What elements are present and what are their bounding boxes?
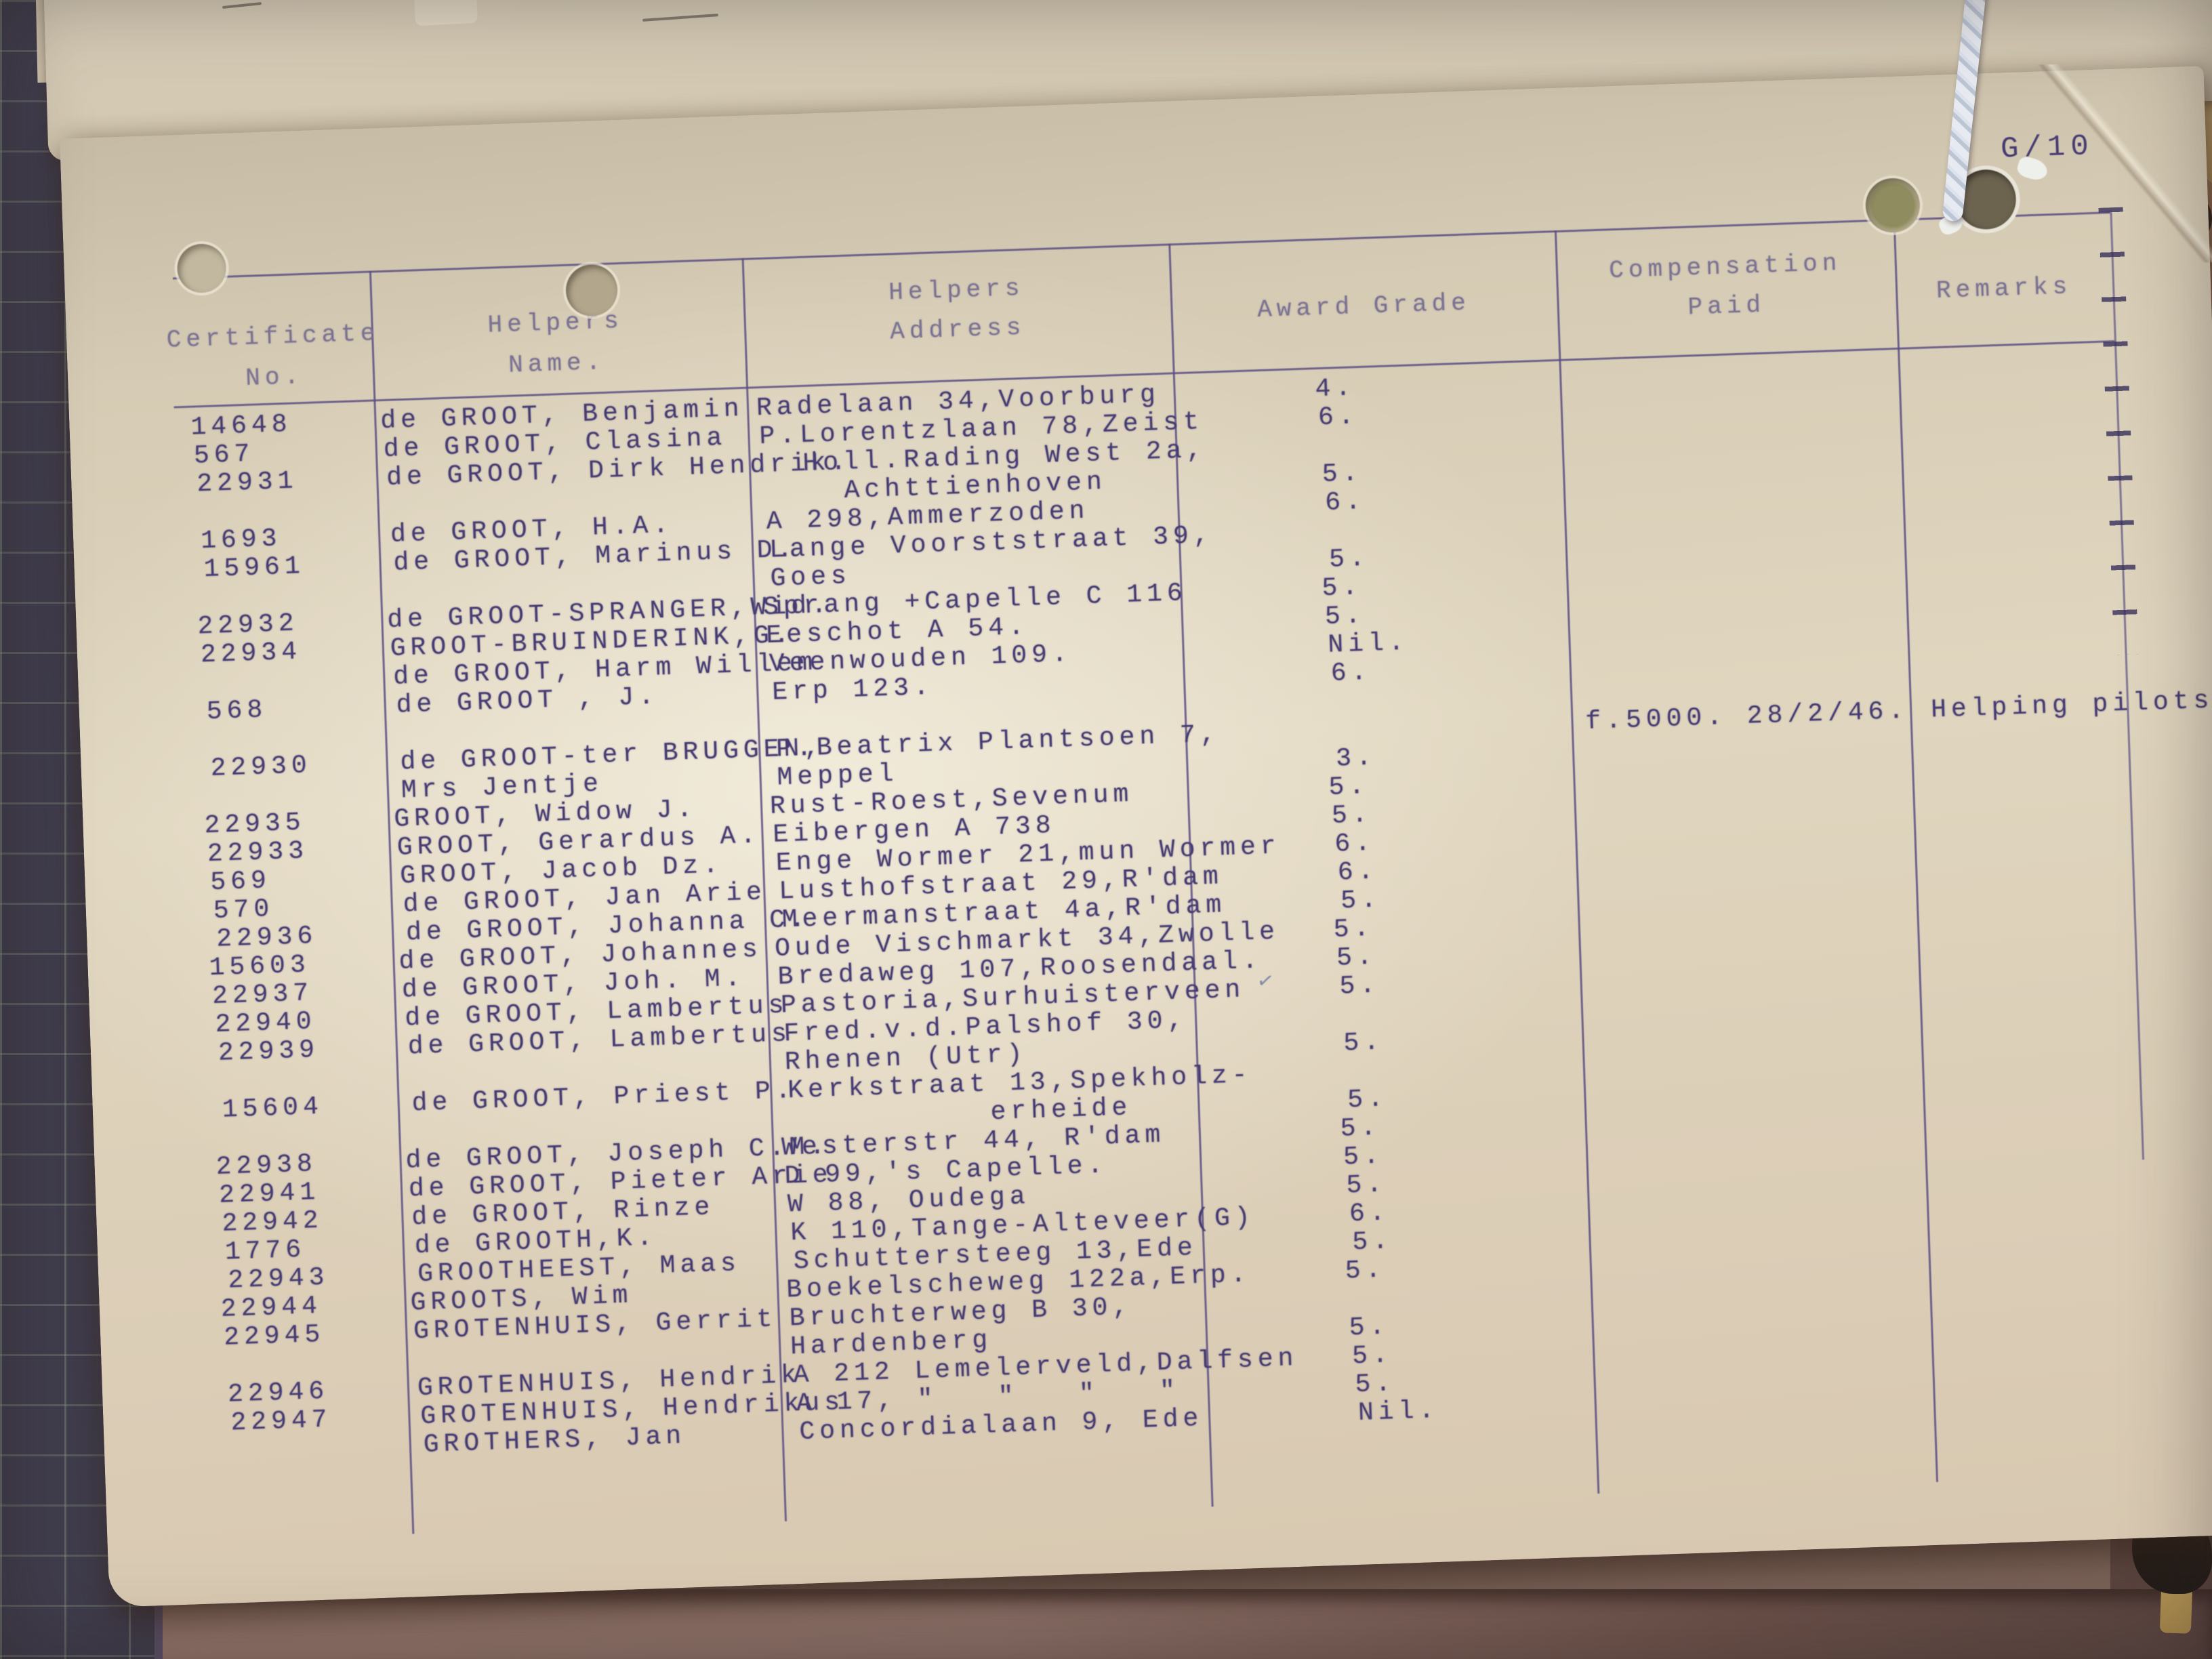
helper-address-cell: P.Beatrix Plantsoen 7, — [775, 720, 1221, 764]
remarks-cell: Helping pilots. — [1930, 685, 2212, 725]
award-grade-cell: 6. — [1337, 857, 1379, 888]
award-grade-cell: 5. — [1351, 1227, 1393, 1258]
helper-address-cell: Erp 123. — [771, 672, 935, 708]
checkmark-annotation: ✓ — [1256, 968, 1279, 998]
certificate-no-cell: 570 — [213, 894, 275, 926]
certificate-no-cell: 15604 — [222, 1092, 324, 1125]
table-body: 14648 de GROOT, Benjamin Radelaan 34,Voorb… — [60, 66, 2212, 1607]
award-grade-cell: 5. — [1324, 600, 1366, 632]
award-grade-cell: 6. — [1334, 828, 1376, 859]
certificate-no-cell: 22941 — [218, 1177, 321, 1210]
certificate-no-cell: 22938 — [216, 1149, 318, 1183]
certificate-no-cell: 22939 — [218, 1035, 320, 1068]
document-page-content: G/10 Certificate No. Helpers Name. Helpe… — [60, 57, 2212, 1607]
award-grade-cell: 5. — [1322, 458, 1364, 489]
award-grade-cell: 5. — [1340, 1113, 1382, 1144]
torn-paper-tab — [413, 0, 478, 26]
award-grade-cell: 3. — [1335, 743, 1377, 774]
certificate-no-cell: 22936 — [216, 921, 319, 954]
award-grade-cell: 5. — [1343, 1141, 1385, 1172]
certificate-no-cell: 22931 — [196, 466, 299, 499]
certificate-no-cell: 15961 — [203, 552, 306, 585]
award-grade-cell: 5. — [1351, 1340, 1393, 1372]
award-grade-cell: 6. — [1330, 657, 1372, 689]
award-grade-cell: 6. — [1317, 402, 1359, 433]
certificate-no-cell: 569 — [209, 866, 272, 898]
compensation-cell: f.5000. 28/2/46. — [1584, 696, 1909, 737]
award-grade-cell: 5. — [1328, 544, 1370, 575]
award-grade-cell: Nil. — [1357, 1395, 1439, 1428]
award-grade-cell: Nil. — [1327, 628, 1410, 660]
award-grade-cell: 5. — [1345, 1255, 1387, 1286]
certificate-no-cell: 22946 — [227, 1376, 329, 1410]
award-grade-cell: 5. — [1333, 914, 1375, 945]
certificate-no-cell: 22932 — [197, 609, 300, 642]
certificate-no-cell: 22935 — [203, 808, 306, 841]
award-grade-cell: 5. — [1354, 1368, 1396, 1400]
certificate-no-cell: 15603 — [209, 950, 311, 983]
award-grade-cell: 5. — [1349, 1312, 1391, 1343]
certificate-no-cell: 568 — [206, 695, 268, 727]
helper-address-cell: Goes — [769, 561, 852, 594]
award-grade-cell: 5. — [1331, 800, 1373, 831]
award-grade-cell: 5. — [1347, 1084, 1389, 1115]
award-grade-cell: 5. — [1343, 1027, 1385, 1059]
award-grade-cell: 5. — [1340, 885, 1382, 916]
certificate-no-cell: 22947 — [230, 1405, 333, 1438]
certificate-no-cell: 22940 — [214, 1006, 317, 1040]
helper-address-cell: Meppel — [776, 759, 899, 793]
certificate-no-cell: 14648 — [190, 409, 293, 443]
certificate-no-cell: 22944 — [220, 1291, 323, 1324]
certificate-no-cell: 22942 — [221, 1206, 324, 1239]
helper-name-cell: de GROOT-ter BRUGGEN, — [399, 733, 825, 777]
table-surface-bottom — [0, 1589, 2212, 1659]
certificate-no-cell: 567 — [193, 439, 255, 471]
certificate-no-cell: 22930 — [210, 750, 312, 783]
certificate-no-cell: 22945 — [223, 1319, 326, 1353]
certificate-no-cell: 1693 — [200, 524, 283, 556]
document-page: G/10 Certificate No. Helpers Name. Helpe… — [60, 57, 2212, 1607]
certificate-no-cell: 22933 — [207, 836, 309, 869]
certificate-no-cell: 22943 — [227, 1263, 330, 1296]
certificate-no-cell: 22937 — [211, 979, 314, 1012]
award-grade-cell: 5. — [1345, 1170, 1387, 1201]
award-grade-cell: 5. — [1328, 771, 1370, 802]
award-grade-cell: 5. — [1321, 572, 1363, 603]
award-grade-cell: 5. — [1336, 942, 1378, 973]
award-grade-cell: 6. — [1324, 487, 1366, 518]
award-grade-cell: 5. — [1338, 970, 1380, 1002]
award-grade-cell: 6. — [1349, 1198, 1391, 1229]
award-grade-cell: 4. — [1314, 373, 1356, 405]
certificate-no-cell: 22934 — [200, 637, 302, 670]
certificate-no-cell: 1776 — [224, 1235, 306, 1267]
